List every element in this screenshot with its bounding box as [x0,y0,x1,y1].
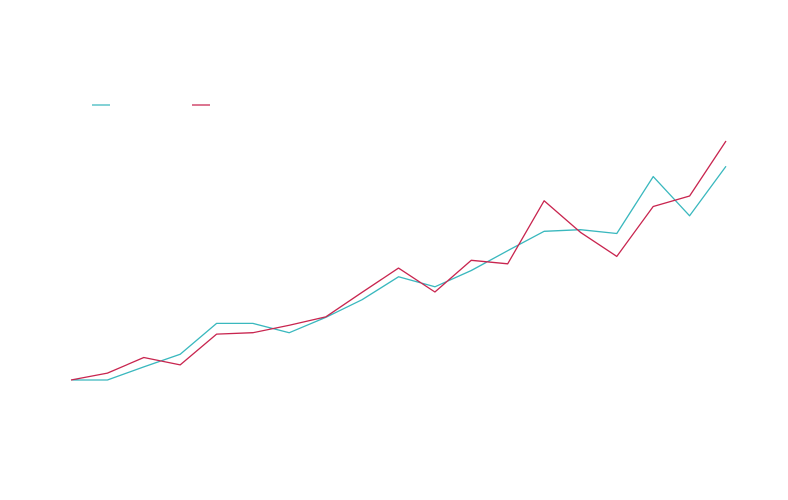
series-line-1 [71,165,727,381]
series-line-2 [70,140,727,381]
series-layer [70,140,727,381]
